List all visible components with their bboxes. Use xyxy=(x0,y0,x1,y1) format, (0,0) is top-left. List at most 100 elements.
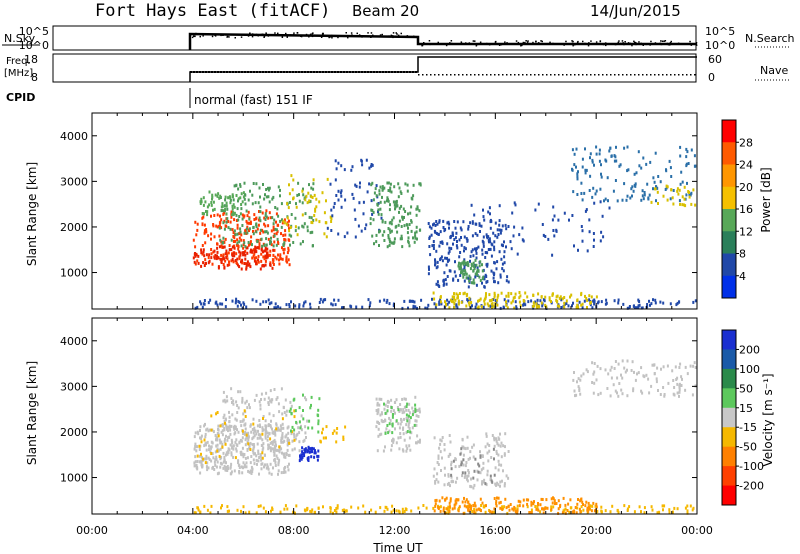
power-cell xyxy=(272,225,275,229)
velocity-cell xyxy=(231,440,234,444)
power-cell xyxy=(679,202,681,206)
power-cell xyxy=(243,197,246,201)
velocity-cell xyxy=(309,509,312,513)
power-cell xyxy=(368,182,371,186)
velocity-cell xyxy=(387,431,390,435)
nave-point xyxy=(349,71,351,73)
power-cell xyxy=(576,193,579,196)
velocity-cell xyxy=(551,501,554,505)
velocity-cell xyxy=(234,431,237,435)
velocity-cell xyxy=(228,509,230,513)
nave-point xyxy=(690,74,692,76)
velocity-cell xyxy=(527,498,530,502)
nsky-point xyxy=(541,40,543,43)
power-cell xyxy=(310,195,313,199)
power-cell xyxy=(375,194,378,198)
velocity-cell xyxy=(305,436,307,439)
power-cell xyxy=(200,302,203,306)
velocity-cell xyxy=(530,511,533,514)
power-cell xyxy=(473,267,476,270)
velocity-cell xyxy=(329,506,332,510)
power-cell xyxy=(489,212,491,216)
power-cell xyxy=(258,186,261,190)
power-cell xyxy=(252,248,255,252)
power-cell xyxy=(447,251,450,255)
velocity-cell xyxy=(259,436,262,440)
power-cell xyxy=(535,302,538,306)
power-cell xyxy=(202,250,205,254)
velocity-cell xyxy=(582,503,584,506)
power-cell xyxy=(221,257,224,261)
velocity-cell xyxy=(399,408,402,412)
velocity-cell xyxy=(224,442,227,446)
velocity-cell xyxy=(399,435,402,439)
velocity-cell xyxy=(281,432,284,435)
power-cell xyxy=(688,195,691,199)
velocity-cell xyxy=(405,508,408,512)
power-cell xyxy=(590,295,593,299)
power-cell xyxy=(477,299,479,303)
power-cell xyxy=(343,168,346,172)
power-cell xyxy=(575,147,578,151)
velocity-cell xyxy=(303,438,306,442)
power-cell xyxy=(311,244,314,248)
velocity-cell xyxy=(301,450,304,454)
nsky-point xyxy=(649,44,651,46)
power-cell xyxy=(378,299,381,303)
power-cell xyxy=(246,214,249,218)
velocity-cell xyxy=(449,499,452,503)
power-cell xyxy=(302,225,305,229)
power-cell xyxy=(262,255,265,259)
velocity-colorbar-label: Velocity [m s⁻¹] xyxy=(761,373,775,466)
power-cell xyxy=(267,224,270,228)
velocity-cell xyxy=(500,463,503,467)
power-cell xyxy=(276,207,279,211)
velocity-cell xyxy=(257,433,260,437)
velocity-cell xyxy=(466,475,469,478)
velocity-cell xyxy=(206,461,209,465)
power-cell xyxy=(272,244,275,248)
power-cell xyxy=(377,208,380,212)
velocity-cell xyxy=(261,462,264,466)
power-cell xyxy=(490,219,493,223)
velocity-cell xyxy=(444,473,446,477)
power-cell xyxy=(400,225,403,228)
velocity-cell xyxy=(250,465,253,469)
power-cell xyxy=(386,181,389,185)
power-cell xyxy=(231,207,234,211)
power-cell xyxy=(325,235,328,239)
velocity-cell xyxy=(489,478,492,482)
velocity-cell xyxy=(451,507,454,511)
nsky-point xyxy=(552,42,554,45)
power-cell xyxy=(635,171,638,175)
nsky-point xyxy=(582,40,584,43)
velocity-cell xyxy=(205,454,208,458)
velocity-cell xyxy=(238,471,241,475)
nsky-point xyxy=(556,43,558,45)
velocity-cell xyxy=(221,429,224,433)
colorbar-tick-label: 200 xyxy=(739,343,760,356)
power-cell xyxy=(482,244,485,248)
nsky-point xyxy=(571,40,573,42)
nave-point xyxy=(316,71,318,73)
velocity-cell xyxy=(350,505,353,509)
velocity-cell xyxy=(259,504,262,508)
power-cell xyxy=(577,248,579,252)
power-cell xyxy=(555,229,558,233)
power-cell xyxy=(600,172,602,176)
power-cell xyxy=(452,300,455,304)
power-cell xyxy=(321,300,324,304)
power-cell xyxy=(288,192,291,196)
power-cell xyxy=(576,177,579,181)
velocity-cell xyxy=(280,447,283,451)
power-cell xyxy=(613,299,616,303)
power-cell xyxy=(462,220,465,224)
velocity-cell xyxy=(495,437,497,441)
velocity-cell xyxy=(251,443,254,447)
power-cell xyxy=(503,240,505,244)
velocity-cell xyxy=(599,391,602,395)
power-cell xyxy=(354,183,357,187)
power-cell xyxy=(500,228,503,232)
power-cell xyxy=(270,301,273,305)
nsky-point xyxy=(277,34,279,36)
